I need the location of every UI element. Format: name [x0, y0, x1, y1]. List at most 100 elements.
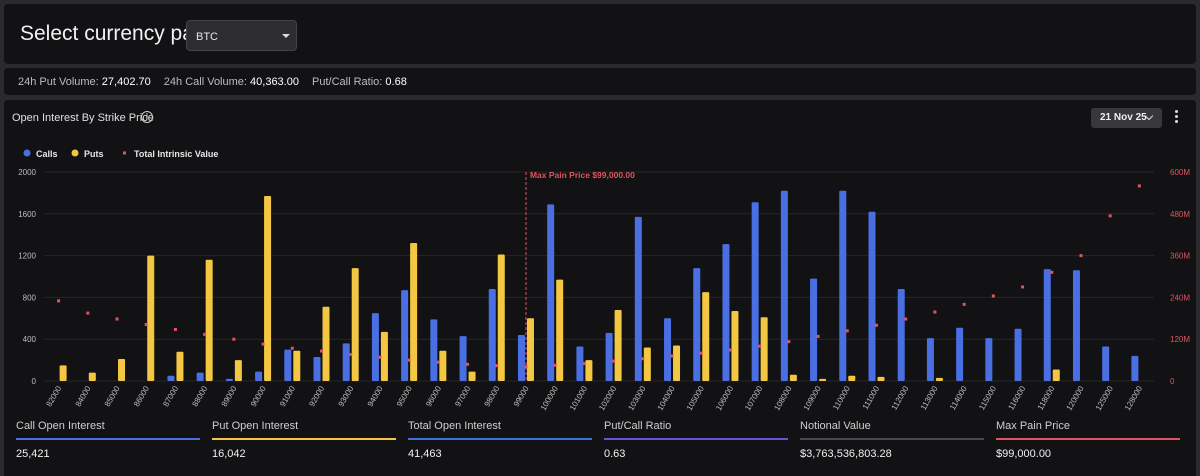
currency-pair-label: Select currency pair: [20, 22, 212, 45]
put-bar [380, 331, 388, 381]
x-tick-label: 99000 [512, 384, 531, 408]
intrinsic-value-point [524, 365, 528, 369]
put-bar [819, 378, 827, 381]
intrinsic-value-point [144, 323, 148, 327]
y-left-tick: 0 [32, 377, 37, 386]
x-tick-label: 113000 [919, 384, 940, 412]
x-tick-label: 105000 [685, 384, 706, 412]
y-left-tick: 1600 [18, 210, 36, 219]
intrinsic-value-point [962, 302, 966, 306]
call-bar [839, 190, 847, 381]
call-bar [780, 190, 788, 381]
summary-underline [408, 438, 592, 440]
summary-value: 16,042 [212, 448, 246, 460]
y-right-tick: 600M [1170, 168, 1190, 177]
put-bar [1052, 369, 1060, 381]
intrinsic-value-point [86, 311, 90, 315]
x-tick-label: 108000 [772, 384, 793, 412]
intrinsic-value-point [320, 349, 323, 353]
put-bar [643, 347, 651, 381]
put-bar [556, 279, 564, 381]
intrinsic-value-point [261, 342, 265, 346]
y-left-tick: 400 [23, 335, 37, 344]
x-tick-label: 88000 [190, 384, 209, 408]
x-tick-label: 91000 [278, 384, 297, 408]
summary-value: 0.63 [604, 448, 626, 460]
summary-underline [212, 438, 396, 440]
call-bar [722, 244, 730, 381]
x-tick-label: 96000 [424, 384, 443, 408]
intrinsic-value-point [641, 357, 645, 361]
put-bar [176, 351, 184, 381]
put-bar [526, 318, 534, 381]
x-tick-label: 115000 [977, 384, 998, 412]
put-volume-value: 27,402.70 [101, 76, 151, 88]
y-right-tick: 0 [1170, 377, 1175, 386]
summary-underline [16, 438, 200, 440]
x-tick-label: 97000 [453, 384, 472, 408]
intrinsic-value-point [1050, 270, 1054, 274]
open-interest-panel: Open Interest By Strike Price i 21 Nov 2… [4, 100, 1196, 476]
summary-underline [800, 438, 984, 440]
y-left-tick: 1200 [18, 252, 36, 261]
put-call-ratio-label: Put/Call Ratio: [312, 76, 383, 88]
legend-swatch [71, 149, 79, 157]
expiry-date-dropdown[interactable]: 21 Nov 25 [1091, 108, 1162, 128]
x-tick-label: 104000 [656, 384, 677, 412]
x-tick-label: 93000 [337, 384, 356, 408]
summary-label: Call Open Interest [16, 420, 105, 432]
call-bar [196, 372, 204, 381]
intrinsic-value-point [1108, 214, 1112, 218]
summary-put-open-interest: Put Open Interest 16,042 [212, 420, 396, 460]
intrinsic-value-point [699, 351, 703, 355]
call-bar [985, 338, 993, 381]
summary-value: 41,463 [408, 448, 442, 460]
x-tick-label: 109000 [802, 384, 823, 412]
intrinsic-value-point [670, 354, 674, 358]
call-bar [693, 268, 701, 381]
summary-underline [604, 438, 788, 440]
summary-label: Put Open Interest [212, 420, 299, 432]
currency-pair-select[interactable]: BTC [186, 20, 297, 51]
y-right-tick: 240M [1170, 293, 1190, 302]
put-bar [935, 377, 943, 381]
x-tick-label: 107000 [743, 384, 764, 412]
intrinsic-value-point [904, 317, 908, 321]
y-left-tick: 2000 [18, 168, 36, 177]
more-options-icon[interactable] [1173, 110, 1179, 126]
legend-swatch [123, 151, 126, 155]
intrinsic-value-point [57, 299, 61, 303]
intrinsic-value-point [436, 360, 440, 364]
intrinsic-value-point [378, 355, 382, 359]
selected-pair: BTC [196, 31, 218, 43]
put-call-ratio-value: 0.68 [385, 76, 407, 88]
info-icon[interactable]: i [141, 111, 153, 123]
x-tick-label: 90000 [249, 384, 268, 408]
call-bar [634, 216, 642, 381]
put-bar [585, 360, 593, 381]
call-bar [517, 335, 525, 381]
intrinsic-value-point [1021, 285, 1025, 289]
put-bar [848, 375, 856, 381]
put-bar [351, 268, 359, 381]
put-bar [88, 372, 96, 381]
put-bar [59, 365, 67, 381]
x-tick-label: 95000 [395, 384, 414, 408]
volume-stats-bar: 24h Put Volume: 27,402.70 24h Call Volum… [4, 68, 1196, 95]
intrinsic-value-point [1079, 254, 1083, 258]
call-bar [1102, 346, 1110, 381]
x-tick-label: 110000 [831, 384, 852, 412]
intrinsic-value-point [787, 340, 791, 344]
call-bar [1014, 328, 1022, 381]
legend-label: Total Intrinsic Value [134, 149, 218, 159]
summary-label: Notional Value [800, 420, 871, 432]
call-bar [225, 378, 233, 381]
intrinsic-value-point [933, 310, 937, 314]
put-bar [293, 350, 301, 381]
put-volume-label: 24h Put Volume: [18, 76, 99, 88]
intrinsic-value-point [407, 358, 411, 362]
intrinsic-value-point [290, 346, 294, 350]
summary-label: Total Open Interest [408, 420, 501, 432]
intrinsic-value-point [173, 327, 177, 331]
x-tick-label: 116000 [1006, 384, 1027, 412]
